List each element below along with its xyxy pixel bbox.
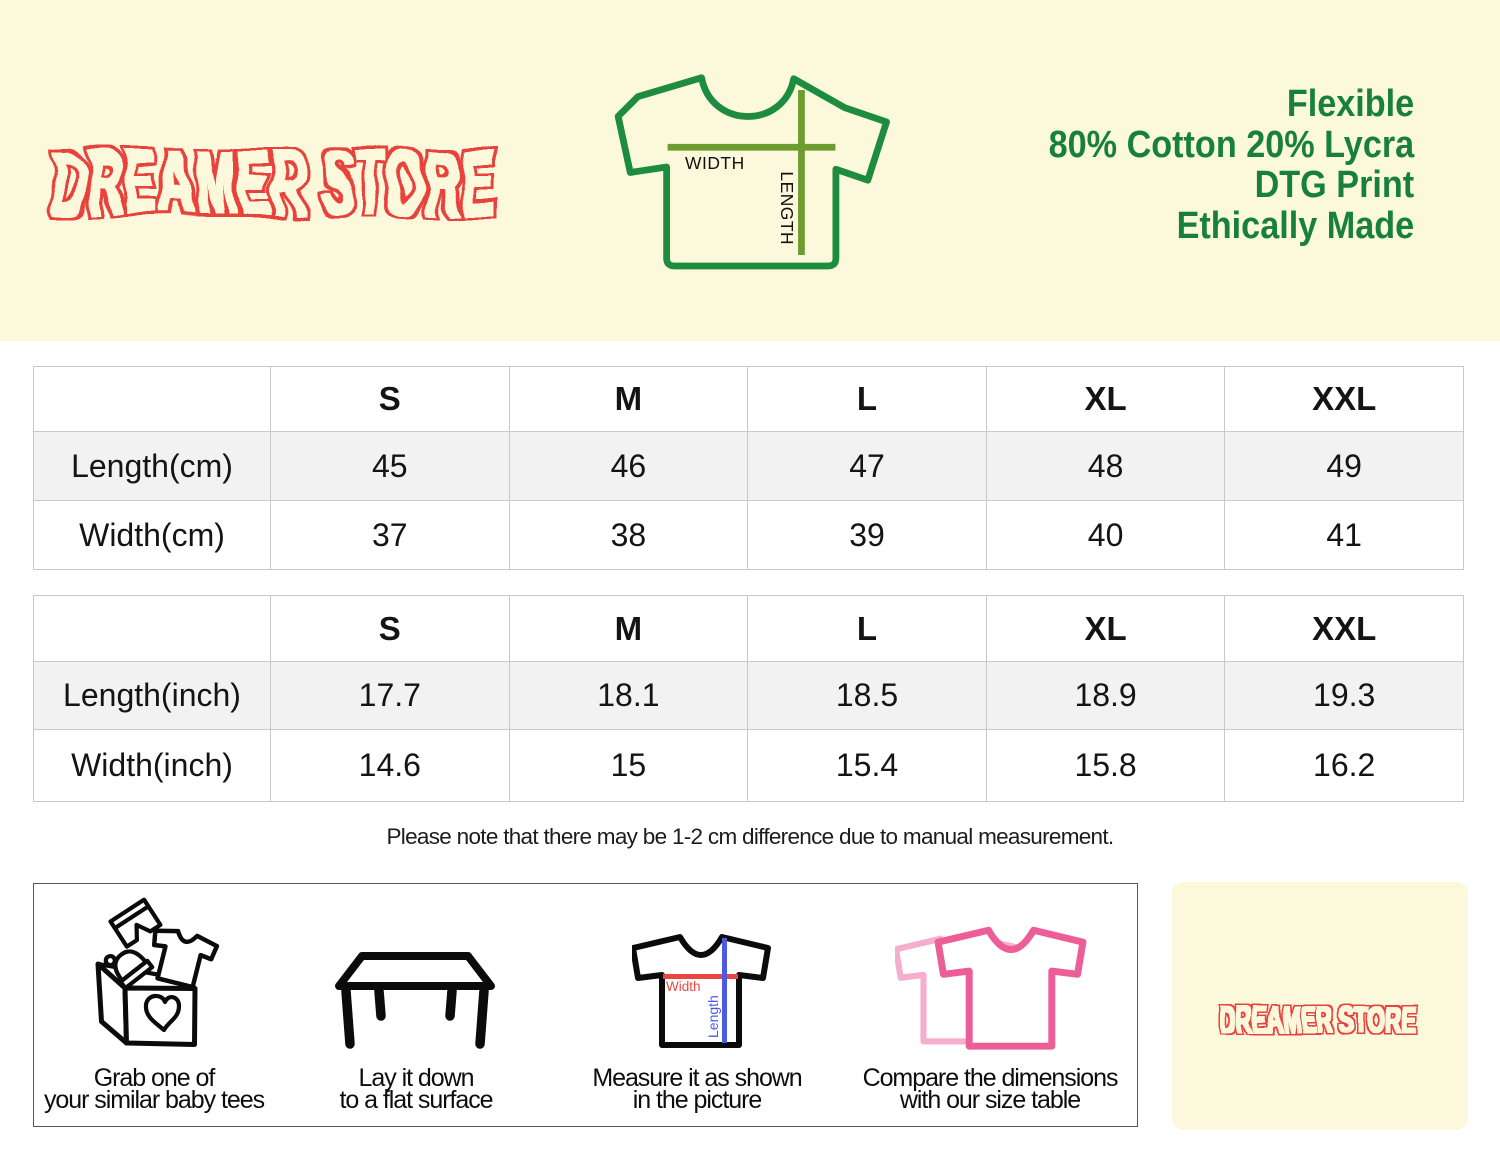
svg-text:Width: Width bbox=[666, 979, 701, 994]
svg-text:DREAMER STORE: DREAMER STORE bbox=[1220, 999, 1416, 1040]
svg-text:DREAMER STORE: DREAMER STORE bbox=[52, 133, 496, 233]
svg-text:Length: Length bbox=[705, 995, 721, 1038]
svg-text:LENGTH: LENGTH bbox=[777, 171, 797, 245]
svg-text:WIDTH: WIDTH bbox=[685, 153, 745, 173]
